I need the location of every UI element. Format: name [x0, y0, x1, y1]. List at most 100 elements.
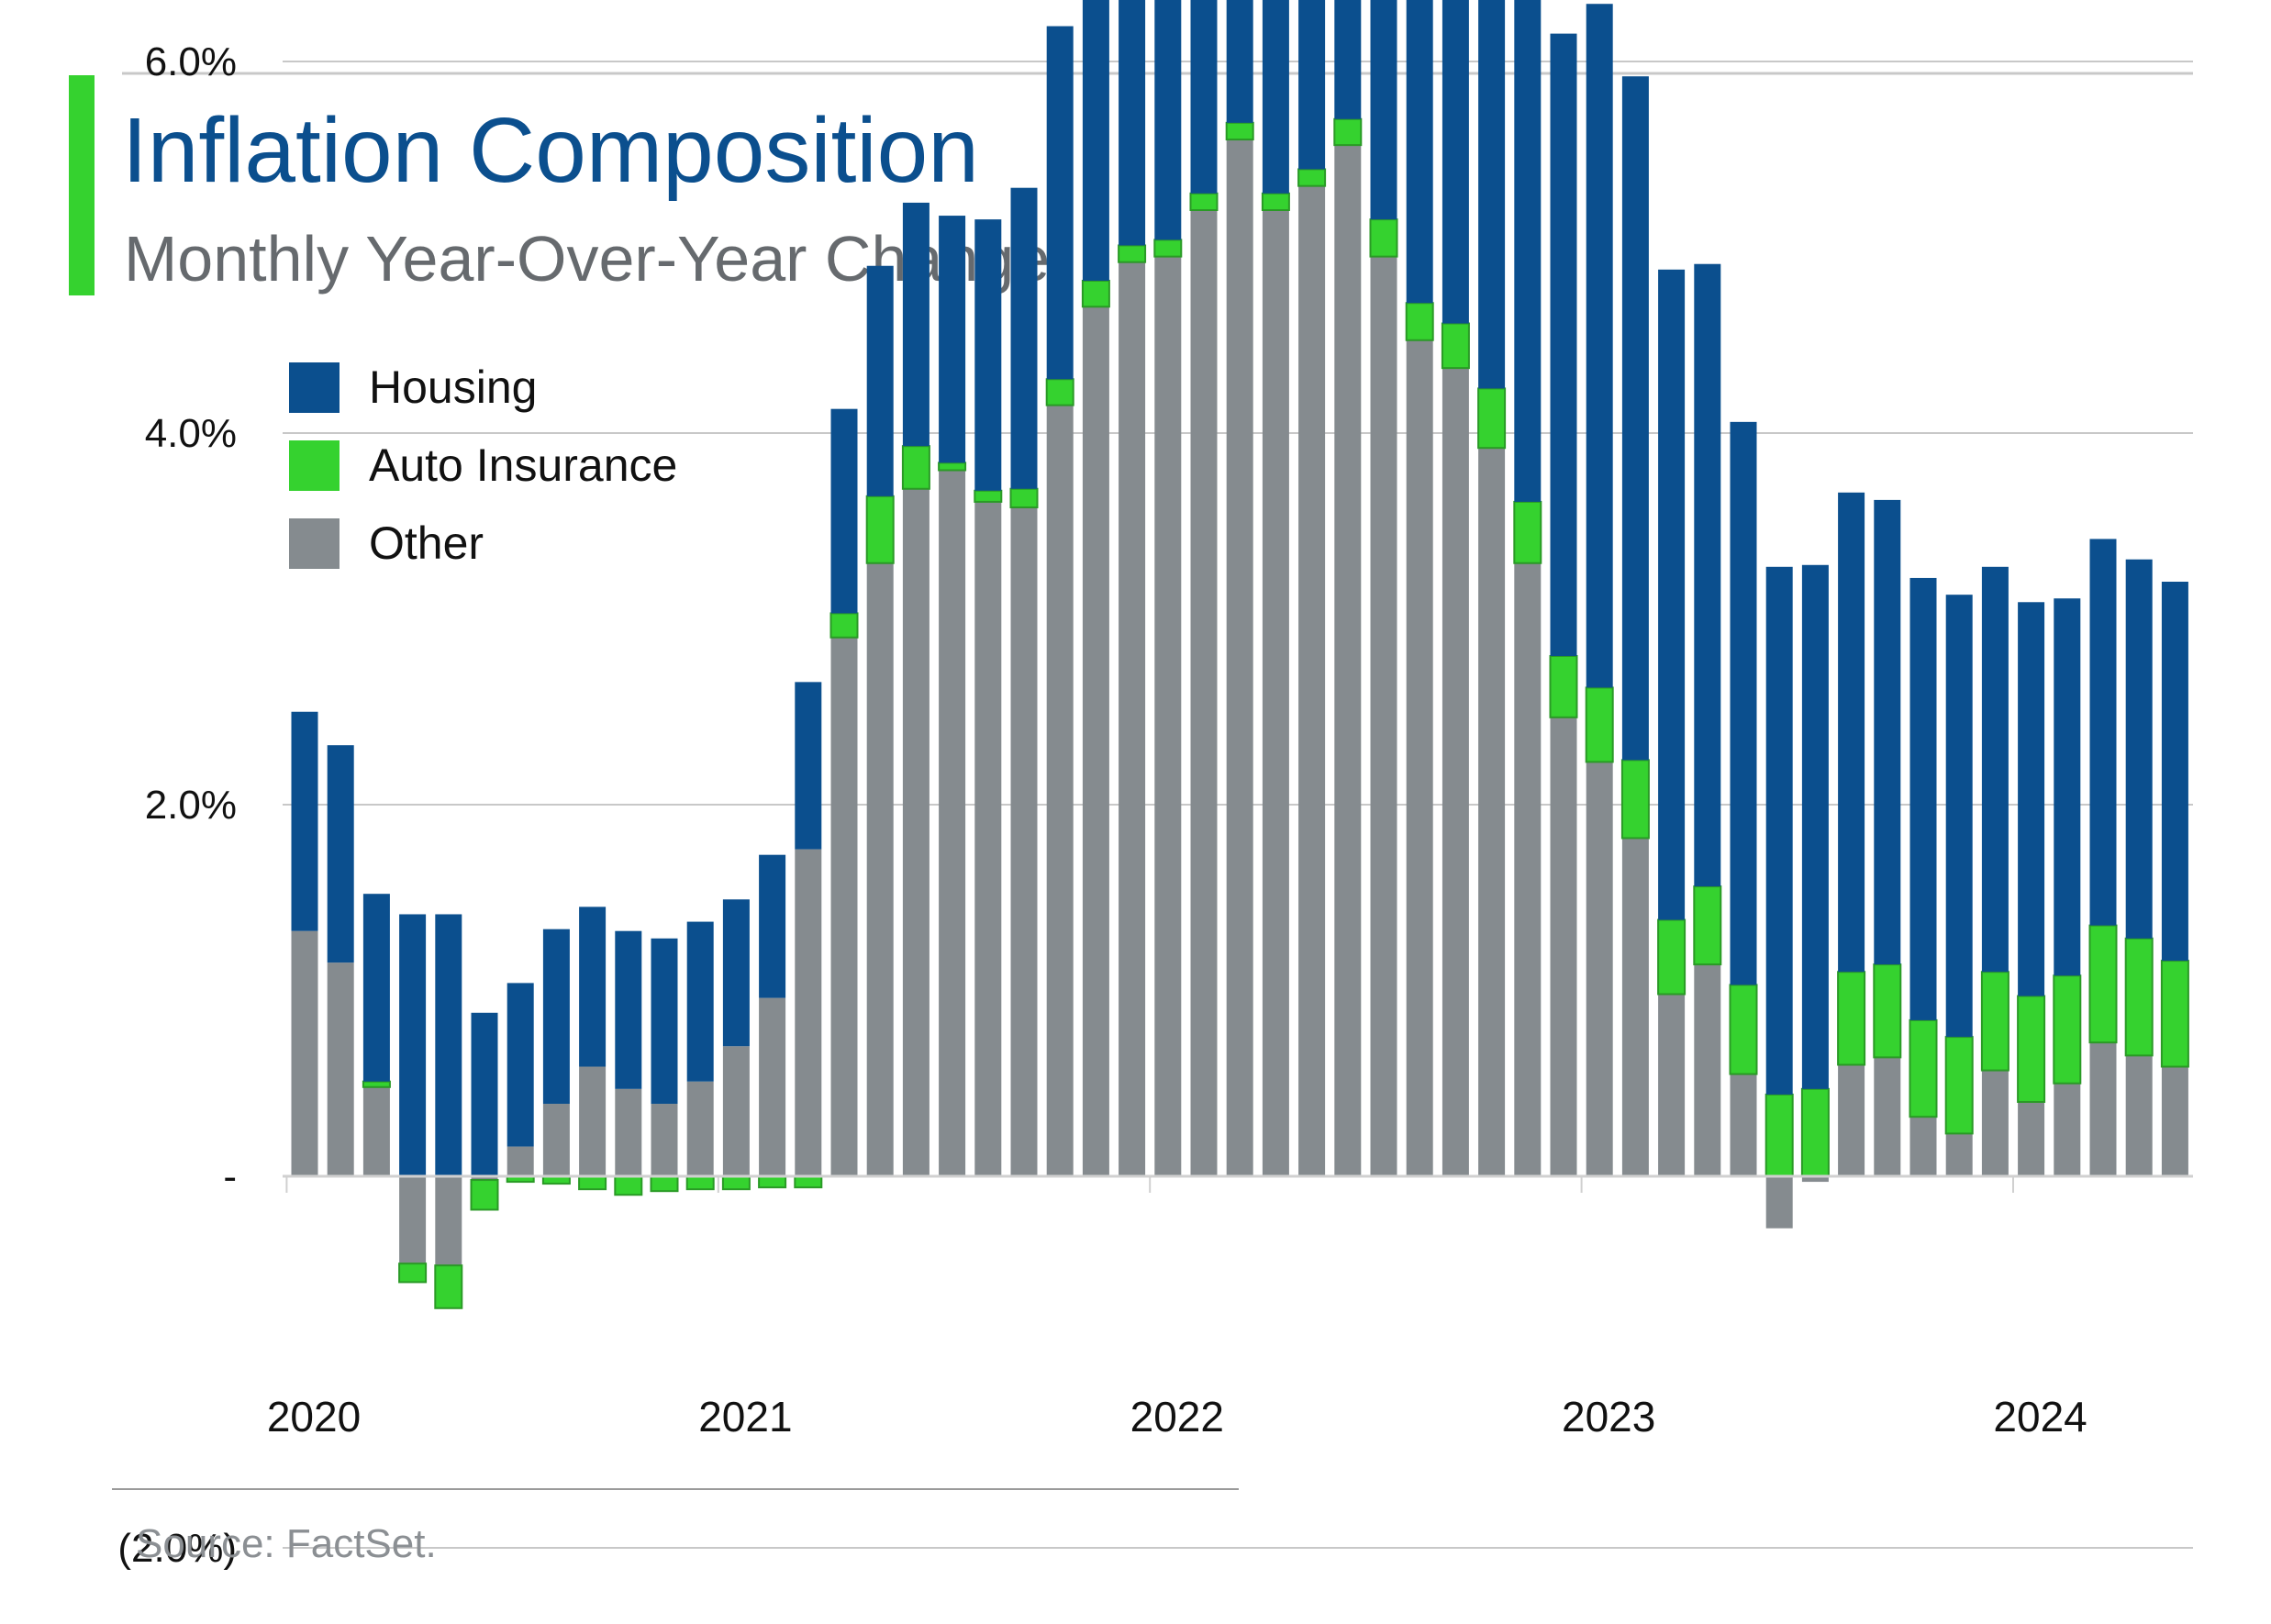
- bar-other: [1874, 1057, 1901, 1176]
- x-tick-label: 2022: [1130, 1393, 1224, 1440]
- bar-other: [795, 849, 822, 1176]
- bar-other: [471, 1176, 498, 1181]
- bar-other: [1801, 1176, 1829, 1183]
- legend-swatch-other: [289, 518, 340, 569]
- bar-auto-insurance: [758, 1175, 787, 1189]
- bar-auto-insurance: [2124, 937, 2154, 1057]
- bar-housing: [2018, 602, 2045, 996]
- bar-housing: [1730, 421, 1757, 985]
- bar-other: [2125, 1055, 2153, 1176]
- bar-housing: [1838, 492, 1865, 973]
- bar-auto-insurance: [901, 445, 930, 490]
- bar-housing: [1514, 0, 1542, 502]
- bar-housing: [327, 745, 354, 963]
- bar-other: [1298, 185, 1326, 1176]
- bar-auto-insurance: [1333, 117, 1363, 147]
- bar-auto-insurance: [434, 1264, 463, 1309]
- bar-auto-insurance: [1585, 686, 1614, 763]
- bar-housing: [722, 899, 750, 1047]
- bar-auto-insurance: [1693, 885, 1722, 966]
- bar-housing: [1154, 0, 1182, 240]
- bar-housing: [542, 929, 570, 1105]
- bar-auto-insurance: [1944, 1036, 1974, 1135]
- bar-auto-insurance: [2088, 924, 2118, 1044]
- bar-housing: [471, 1012, 498, 1176]
- bar-other: [1478, 448, 1506, 1176]
- bar-housing: [1478, 0, 1506, 389]
- bar-housing: [1334, 0, 1362, 119]
- bar-other: [327, 962, 354, 1176]
- bar-other: [1658, 994, 1686, 1176]
- bar-auto-insurance: [614, 1175, 643, 1196]
- bar-other: [1334, 145, 1362, 1176]
- legend: Housing Auto Insurance Other: [289, 362, 677, 569]
- bar-housing: [2054, 598, 2081, 976]
- bar-auto-insurance: [1261, 192, 1290, 211]
- bar-other: [651, 1104, 678, 1176]
- y-tick-label: 2.0%: [145, 783, 237, 828]
- bar-other: [759, 997, 786, 1176]
- bar-other: [1262, 210, 1289, 1176]
- x-tick-label: 2020: [267, 1393, 361, 1440]
- bar-other: [1550, 717, 1577, 1176]
- bar-housing: [1981, 566, 2009, 973]
- bar-housing: [1621, 76, 1649, 761]
- legend-swatch-auto-insurance: [289, 440, 340, 491]
- bar-auto-insurance: [1513, 500, 1542, 564]
- bar-housing: [1586, 4, 1613, 688]
- bar-auto-insurance: [1764, 1093, 1794, 1178]
- bar-other: [2161, 1066, 2188, 1176]
- bar-other: [1514, 562, 1542, 1176]
- title-accent-bar: [69, 75, 95, 295]
- bar-auto-insurance: [1189, 192, 1219, 211]
- legend-label-housing: Housing: [369, 362, 537, 413]
- bar-housing: [1082, 0, 1109, 281]
- bar-other: [974, 501, 1002, 1176]
- bar-other: [1442, 368, 1469, 1176]
- bar-auto-insurance: [1620, 759, 1650, 840]
- bar-housing: [974, 219, 1002, 491]
- bar-housing: [399, 914, 427, 1176]
- bar-housing: [902, 202, 930, 447]
- bar-housing: [362, 894, 390, 1082]
- bar-housing: [1442, 0, 1469, 324]
- bar-auto-insurance: [865, 495, 895, 564]
- bar-auto-insurance: [1837, 971, 1866, 1066]
- bar-other: [830, 637, 858, 1176]
- bar-auto-insurance: [1477, 387, 1507, 450]
- bar-housing: [1370, 0, 1397, 220]
- bar-auto-insurance: [1225, 121, 1254, 141]
- bar-auto-insurance: [1297, 168, 1327, 187]
- bar-housing: [579, 907, 607, 1067]
- bar-housing: [866, 265, 894, 496]
- bar-auto-insurance: [470, 1179, 499, 1211]
- bar-housing: [615, 930, 642, 1089]
- bar-other: [1190, 210, 1218, 1176]
- bar-housing: [2089, 539, 2117, 926]
- x-tick-label: 2024: [1993, 1393, 2087, 1440]
- bar-other: [1370, 256, 1397, 1176]
- bar-auto-insurance: [1657, 918, 1687, 996]
- bar-auto-insurance: [829, 612, 859, 639]
- page-subtitle: Monthly Year-Over-Year Change: [124, 223, 1050, 295]
- bar-auto-insurance: [1729, 984, 1758, 1075]
- bar-auto-insurance: [794, 1175, 823, 1189]
- legend-label-auto-insurance: Auto Insurance: [369, 439, 677, 491]
- bar-auto-insurance: [721, 1175, 751, 1191]
- bar-other: [362, 1086, 390, 1176]
- bar-auto-insurance: [650, 1175, 679, 1193]
- bar-auto-insurance: [578, 1175, 607, 1191]
- bar-other: [1909, 1117, 1937, 1176]
- bar-housing: [1801, 564, 1829, 1089]
- bar-auto-insurance: [685, 1175, 715, 1191]
- bar-housing: [1262, 0, 1289, 194]
- bar-auto-insurance: [1873, 963, 1902, 1059]
- bar-other: [291, 930, 318, 1176]
- bar-auto-insurance: [1369, 218, 1398, 258]
- bar-other: [902, 488, 930, 1176]
- bar-housing: [759, 854, 786, 998]
- bar-housing: [291, 711, 318, 931]
- bar-auto-insurance: [1009, 487, 1039, 508]
- bar-housing: [1406, 0, 1433, 304]
